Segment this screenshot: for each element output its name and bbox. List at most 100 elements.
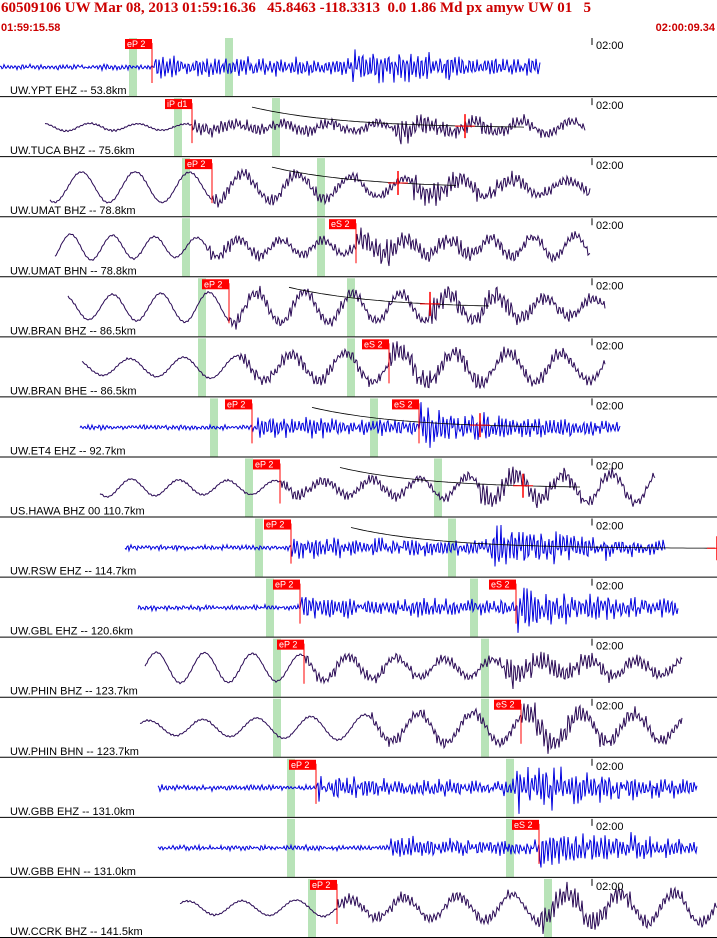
p-pick-box: [253, 459, 280, 470]
s-pick-label: eS 2: [496, 700, 515, 710]
s-pick-box: [392, 399, 419, 410]
station-label: UW.GBL EHZ -- 120.6km: [10, 626, 133, 638]
phase-band: [245, 458, 253, 517]
p-pick-label: eP 2: [279, 640, 297, 650]
phase-band: [481, 638, 489, 697]
s-pick-box: [494, 699, 521, 710]
record-header: 60509106 UW Mar 08, 2013 01:59:16.36 45.…: [0, 0, 717, 37]
station-label: UW.GBB EHN -- 131.0km: [10, 866, 136, 878]
time-mark-label: 02:00: [596, 460, 624, 472]
phase-band: [182, 158, 190, 217]
phase-band: [273, 638, 281, 697]
waveform: [99, 466, 656, 509]
waveform: [139, 702, 683, 754]
time-mark-label: 02:00: [596, 521, 624, 533]
phase-band: [255, 518, 263, 577]
time-mark-label: 02:00: [596, 701, 624, 713]
trace-row: eP 2 02:00 US.HAWA BHZ 00 110.7km: [0, 458, 717, 518]
trace-row: eS 2 02:00 UW.PHIN BHN -- 123.7km: [0, 698, 717, 758]
trace-row: eS 2 02:00 UW.GBB EHN -- 131.0km: [0, 818, 717, 878]
station-label: UW.PHIN BHN -- 123.7km: [10, 746, 139, 758]
waveform: [67, 285, 606, 330]
phase-band: [174, 98, 182, 157]
trace-row: eP 2 02:00 UW.PHIN BHZ -- 123.7km: [0, 638, 717, 698]
time-mark-label: 02:00: [596, 40, 624, 52]
waveform: [79, 402, 621, 448]
trace-row: eP 2 eS 2 02:00 UW.GBL EHZ -- 120.6km: [0, 578, 717, 638]
waveform: [54, 227, 591, 267]
phase-band: [317, 218, 325, 277]
phase-band: [434, 458, 442, 517]
waveform: [44, 114, 586, 145]
waveform: [137, 587, 679, 633]
waveform: [0, 49, 541, 84]
station-label: UW.UMAT BHZ -- 78.8km: [10, 205, 136, 217]
coda-decay-curve: [271, 166, 457, 186]
start-time: 01:59:15.58: [1, 22, 61, 34]
phase-band: [308, 878, 316, 937]
station-label: UW.BRAN BHZ -- 86.5km: [10, 325, 136, 337]
station-label: US.HAWA BHZ 00 110.7km: [10, 506, 145, 518]
p-pick-label: eP 2: [291, 760, 309, 770]
time-mark-label: 02:00: [596, 761, 624, 773]
station-label: UW.YPT EHZ -- 53.8km: [10, 85, 127, 97]
coda-decay-curve: [251, 106, 525, 128]
trace-row: eP 2 02:00 UW.RSW EHZ -- 114.7km: [0, 518, 717, 578]
p-pick-label: eP 2: [312, 880, 330, 890]
phase-band: [198, 338, 206, 397]
phase-band: [347, 278, 355, 337]
station-label: UW.UMAT BHN -- 78.8km: [10, 265, 137, 277]
time-mark-label: 02:00: [596, 340, 624, 352]
time-mark-label: 02:00: [596, 100, 624, 112]
event-title: 60509106 UW Mar 08, 2013 01:59:16.36 45.…: [1, 0, 591, 16]
waveform: [81, 341, 606, 389]
waveform: [144, 651, 683, 690]
phase-band: [287, 818, 295, 877]
coda-decay-curve: [350, 527, 715, 549]
time-mark-label: 02:00: [596, 821, 624, 833]
time-mark-label: 02:00: [596, 581, 624, 593]
time-mark-label: 02:00: [596, 220, 624, 232]
trace-row: iP d1 02:00 UW.TUCA BHZ -- 75.6km: [0, 98, 717, 158]
s-pick-box: [489, 579, 516, 590]
p-pick-box: [277, 639, 304, 650]
s-pick-box: [329, 219, 356, 230]
trace-row: eP 2 02:00 UW.GBB EHZ -- 131.0km: [0, 758, 717, 818]
phase-band: [273, 698, 281, 757]
trace-row: eP 2 02:00 UW.YPT EHZ -- 53.8km: [0, 38, 717, 98]
time-mark-label: 02:00: [596, 641, 624, 653]
phase-band: [347, 338, 355, 397]
station-label: UW.ET4 EHZ -- 92.7km: [10, 445, 126, 457]
trace-row: eS 2 02:00 UW.BRAN BHE -- 86.5km: [0, 338, 717, 398]
s-pick-label: eS 2: [331, 219, 350, 229]
station-label: UW.RSW EHZ -- 114.7km: [10, 566, 136, 578]
p-pick-box: [225, 399, 252, 410]
station-label: UW.PHIN BHZ -- 123.7km: [10, 686, 138, 698]
p-pick-label: eP 2: [204, 279, 222, 289]
phase-band: [317, 158, 325, 217]
seismogram-panel: eP 2 02:00 UW.YPT EHZ -- 53.8km iP d1 02:00 U…: [0, 38, 717, 938]
trace-row: eP 2 02:00 UW.BRAN BHZ -- 86.5km: [0, 278, 717, 338]
phase-band: [287, 758, 295, 817]
p-pick-label: iP d1: [167, 99, 187, 109]
p-pick-label: eP 2: [127, 39, 145, 49]
end-time: 02:00:09.34: [655, 22, 715, 34]
p-pick-box: [202, 279, 229, 290]
p-pick-label: eP 2: [227, 399, 245, 409]
trace-row: eP 2 eS 2 02:00 UW.ET4 EHZ -- 92.7km: [0, 398, 717, 458]
waveform: [179, 881, 717, 935]
s-pick-label: eS 2: [364, 339, 383, 349]
time-mark-label: 02:00: [596, 400, 624, 412]
waveform: [157, 832, 698, 868]
p-pick-label: eP 2: [266, 520, 284, 530]
p-pick-label: eP 2: [187, 159, 205, 169]
station-label: UW.TUCA BHZ -- 75.6km: [10, 145, 135, 157]
waveform: [124, 524, 666, 567]
p-pick-box: [289, 759, 316, 770]
time-mark-label: 02:00: [596, 881, 624, 893]
s-pick-label: eS 2: [491, 580, 510, 590]
time-mark-label: 02:00: [596, 160, 624, 172]
p-pick-box: [264, 519, 291, 530]
p-pick-label: eP 2: [275, 580, 293, 590]
trace-row: eP 2 02:00 UW.CCRK BHZ -- 141.5km: [0, 878, 717, 938]
